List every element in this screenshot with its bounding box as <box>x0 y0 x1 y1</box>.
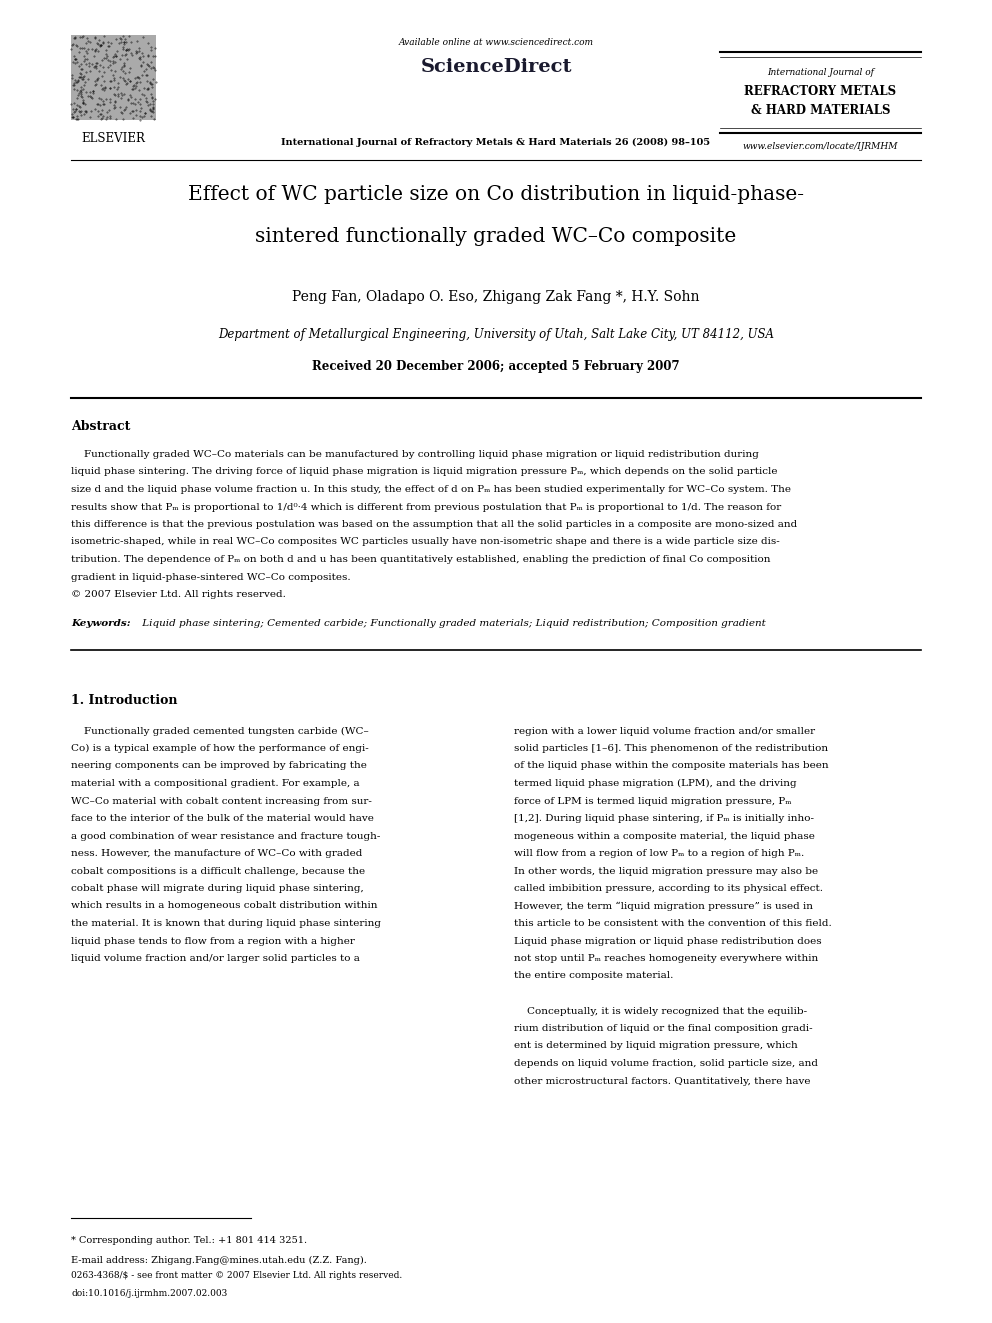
Text: In other words, the liquid migration pressure may also be: In other words, the liquid migration pre… <box>514 867 817 876</box>
Text: isometric-shaped, while in real WC–Co composites WC particles usually have non-i: isometric-shaped, while in real WC–Co co… <box>71 537 780 546</box>
Text: sintered functionally graded WC–Co composite: sintered functionally graded WC–Co compo… <box>255 228 737 246</box>
Text: will flow from a region of low Pₘ to a region of high Pₘ.: will flow from a region of low Pₘ to a r… <box>514 849 804 859</box>
Text: Co) is a typical example of how the performance of engi-: Co) is a typical example of how the perf… <box>71 744 369 753</box>
Text: © 2007 Elsevier Ltd. All rights reserved.: © 2007 Elsevier Ltd. All rights reserved… <box>71 590 286 599</box>
Text: mogeneous within a composite material, the liquid phase: mogeneous within a composite material, t… <box>514 831 814 840</box>
Text: solid particles [1–6]. This phenomenon of the redistribution: solid particles [1–6]. This phenomenon o… <box>514 744 827 753</box>
Text: results show that Pₘ is proportional to 1/d⁰·4 which is different from previous : results show that Pₘ is proportional to … <box>71 503 782 512</box>
Text: material with a compositional gradient. For example, a: material with a compositional gradient. … <box>71 779 360 789</box>
Text: a good combination of wear resistance and fracture tough-: a good combination of wear resistance an… <box>71 831 380 840</box>
Text: face to the interior of the bulk of the material would have: face to the interior of the bulk of the … <box>71 814 374 823</box>
Text: neering components can be improved by fabricating the: neering components can be improved by fa… <box>71 762 367 770</box>
Text: Department of Metallurgical Engineering, University of Utah, Salt Lake City, UT : Department of Metallurgical Engineering,… <box>218 328 774 341</box>
Text: ScienceDirect: ScienceDirect <box>421 58 571 75</box>
Text: rium distribution of liquid or the final composition gradi-: rium distribution of liquid or the final… <box>514 1024 812 1033</box>
Text: International Journal of: International Journal of <box>767 67 874 77</box>
Text: of the liquid phase within the composite materials has been: of the liquid phase within the composite… <box>514 762 828 770</box>
Text: liquid phase sintering. The driving force of liquid phase migration is liquid mi: liquid phase sintering. The driving forc… <box>71 467 778 476</box>
Text: doi:10.1016/j.ijrmhm.2007.02.003: doi:10.1016/j.ijrmhm.2007.02.003 <box>71 1289 227 1298</box>
Text: [1,2]. During liquid phase sintering, if Pₘ is initially inho-: [1,2]. During liquid phase sintering, if… <box>514 814 813 823</box>
Text: force of LPM is termed liquid migration pressure, Pₘ: force of LPM is termed liquid migration … <box>514 796 791 806</box>
Text: www.elsevier.com/locate/IJRMHM: www.elsevier.com/locate/IJRMHM <box>743 142 898 151</box>
Text: * Corresponding author. Tel.: +1 801 414 3251.: * Corresponding author. Tel.: +1 801 414… <box>71 1236 308 1245</box>
Text: Effect of WC particle size on Co distribution in liquid-phase-: Effect of WC particle size on Co distrib… <box>188 185 804 204</box>
Text: Abstract: Abstract <box>71 419 130 433</box>
Text: which results in a homogeneous cobalt distribution within: which results in a homogeneous cobalt di… <box>71 901 378 910</box>
Text: REFRACTORY METALS: REFRACTORY METALS <box>744 85 897 98</box>
Text: Functionally graded cemented tungsten carbide (WC–: Functionally graded cemented tungsten ca… <box>71 726 369 736</box>
Text: Keywords:: Keywords: <box>71 619 131 628</box>
Text: tribution. The dependence of Pₘ on both d and u has been quantitatively establis: tribution. The dependence of Pₘ on both … <box>71 556 771 564</box>
Text: this article to be consistent with the convention of this field.: this article to be consistent with the c… <box>514 919 831 927</box>
Text: 0263-4368/$ - see front matter © 2007 Elsevier Ltd. All rights reserved.: 0263-4368/$ - see front matter © 2007 El… <box>71 1271 402 1279</box>
Text: called imbibition pressure, according to its physical effect.: called imbibition pressure, according to… <box>514 884 822 893</box>
Text: Peng Fan, Oladapo O. Eso, Zhigang Zak Fang *, H.Y. Sohn: Peng Fan, Oladapo O. Eso, Zhigang Zak Fa… <box>293 290 699 304</box>
Text: Available online at www.sciencedirect.com: Available online at www.sciencedirect.co… <box>399 38 593 48</box>
Text: Conceptually, it is widely recognized that the equilib-: Conceptually, it is widely recognized th… <box>514 1007 806 1016</box>
Text: gradient in liquid-phase-sintered WC–Co composites.: gradient in liquid-phase-sintered WC–Co … <box>71 573 350 582</box>
Text: 1. Introduction: 1. Introduction <box>71 695 178 708</box>
Text: cobalt phase will migrate during liquid phase sintering,: cobalt phase will migrate during liquid … <box>71 884 364 893</box>
Bar <box>71 34 156 120</box>
Text: WC–Co material with cobalt content increasing from sur-: WC–Co material with cobalt content incre… <box>71 796 372 806</box>
Text: liquid phase tends to flow from a region with a higher: liquid phase tends to flow from a region… <box>71 937 355 946</box>
Text: other microstructural factors. Quantitatively, there have: other microstructural factors. Quantitat… <box>514 1077 810 1085</box>
Text: not stop until Pₘ reaches homogeneity everywhere within: not stop until Pₘ reaches homogeneity ev… <box>514 954 817 963</box>
Text: ent is determined by liquid migration pressure, which: ent is determined by liquid migration pr… <box>514 1041 798 1050</box>
Text: liquid volume fraction and/or larger solid particles to a: liquid volume fraction and/or larger sol… <box>71 954 360 963</box>
Text: region with a lower liquid volume fraction and/or smaller: region with a lower liquid volume fracti… <box>514 726 814 736</box>
Text: size d and the liquid phase volume fraction u. In this study, the effect of d on: size d and the liquid phase volume fract… <box>71 486 791 493</box>
Text: However, the term “liquid migration pressure” is used in: However, the term “liquid migration pres… <box>514 901 812 910</box>
Text: Liquid phase migration or liquid phase redistribution does: Liquid phase migration or liquid phase r… <box>514 937 821 946</box>
Text: Liquid phase sintering; Cemented carbide; Functionally graded materials; Liquid : Liquid phase sintering; Cemented carbide… <box>139 619 766 628</box>
Text: Received 20 December 2006; accepted 5 February 2007: Received 20 December 2006; accepted 5 Fe… <box>312 360 680 373</box>
Text: E-mail address: Zhigang.Fang@mines.utah.edu (Z.Z. Fang).: E-mail address: Zhigang.Fang@mines.utah.… <box>71 1256 367 1265</box>
Text: ELSEVIER: ELSEVIER <box>81 132 146 146</box>
Text: International Journal of Refractory Metals & Hard Materials 26 (2008) 98–105: International Journal of Refractory Meta… <box>282 138 710 147</box>
Text: ness. However, the manufacture of WC–Co with graded: ness. However, the manufacture of WC–Co … <box>71 849 362 859</box>
Text: the material. It is known that during liquid phase sintering: the material. It is known that during li… <box>71 919 381 927</box>
Text: depends on liquid volume fraction, solid particle size, and: depends on liquid volume fraction, solid… <box>514 1058 817 1068</box>
Text: Functionally graded WC–Co materials can be manufactured by controlling liquid ph: Functionally graded WC–Co materials can … <box>71 450 759 459</box>
Text: the entire composite material.: the entire composite material. <box>514 971 673 980</box>
Text: & HARD MATERIALS: & HARD MATERIALS <box>751 105 890 116</box>
Text: termed liquid phase migration (LPM), and the driving: termed liquid phase migration (LPM), and… <box>514 779 797 789</box>
Text: this difference is that the previous postulation was based on the assumption tha: this difference is that the previous pos… <box>71 520 798 529</box>
Text: cobalt compositions is a difficult challenge, because the: cobalt compositions is a difficult chall… <box>71 867 365 876</box>
